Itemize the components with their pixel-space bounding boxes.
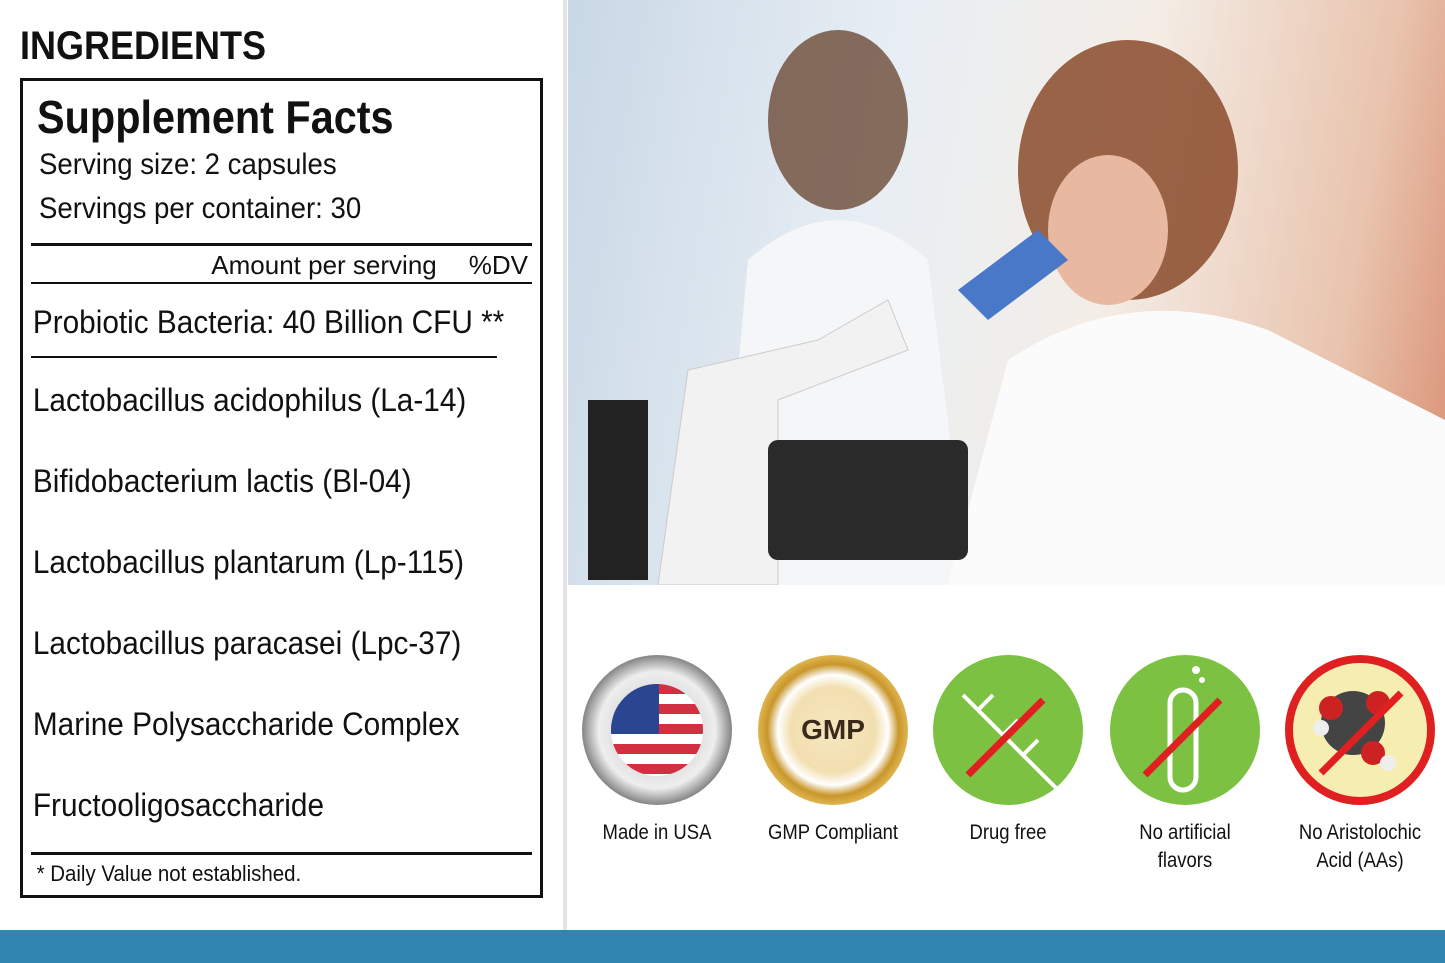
usa-flag-seal-icon	[582, 655, 732, 805]
badge-caption: Made in USA	[602, 821, 712, 844]
badge-caption: Drug free	[969, 821, 1047, 844]
badge-gmp: GMP GMP Compliant	[758, 655, 908, 847]
crossed-syringe-icon	[933, 655, 1083, 805]
ingredient-list: Lactobacillus acidophilus (La-14) Bifido…	[31, 360, 532, 846]
servings-per-container: Servings per container: 30	[39, 192, 362, 225]
ingredients-heading: INGREDIENTS	[20, 24, 267, 68]
dv-header: %DV	[468, 250, 528, 280]
ingredient-item: Lactobacillus plantarum (Lp-115)	[32, 544, 465, 580]
divider	[31, 243, 532, 246]
badge-made-in-usa: Made in USA	[582, 655, 732, 847]
amount-header: Amount per serving	[211, 250, 437, 280]
ingredient-item: Lactobacillus paracasei (Lpc-37)	[32, 625, 462, 661]
probiotic-total: Probiotic Bacteria: 40 Billion CFU **	[31, 284, 504, 358]
badge-no-artificial-flavors: No artificial flavors	[1110, 655, 1260, 875]
footnote: * Daily Value not established.	[36, 861, 302, 886]
column-header-row: Amount per serving %DV	[31, 246, 532, 284]
divider	[31, 852, 532, 855]
lab-scientists-photo	[568, 0, 1445, 585]
badge-no-aristolochic-acid: No Aristolochic Acid (AAs)	[1285, 655, 1435, 875]
supplement-facts-label: Supplement Facts Serving size: 2 capsule…	[20, 78, 543, 898]
microscope-scene-illustration	[588, 30, 1445, 585]
ingredient-item: Lactobacillus acidophilus (La-14)	[32, 382, 467, 418]
badge-caption: GMP Compliant	[767, 821, 899, 844]
ingredient-item: Bifidobacterium lactis (Bl-04)	[32, 463, 412, 499]
ingredient-item: Marine Polysaccharide Complex	[32, 706, 460, 742]
crossed-molecule-icon	[1285, 655, 1435, 805]
ingredient-item: Fructooligosaccharide	[32, 787, 324, 823]
panel-divider	[563, 0, 567, 930]
bottom-bar	[0, 930, 1445, 963]
serving-size: Serving size: 2 capsules	[39, 148, 337, 181]
crossed-test-tube-icon	[1110, 655, 1260, 805]
badge-drug-free: Drug free	[933, 655, 1083, 847]
badge-caption: No artificial flavors	[1139, 821, 1231, 872]
supplement-facts-title: Supplement Facts	[37, 91, 394, 143]
badge-caption: No Aristolochic Acid (AAs)	[1298, 821, 1422, 872]
gmp-seal-icon: GMP	[758, 655, 908, 805]
